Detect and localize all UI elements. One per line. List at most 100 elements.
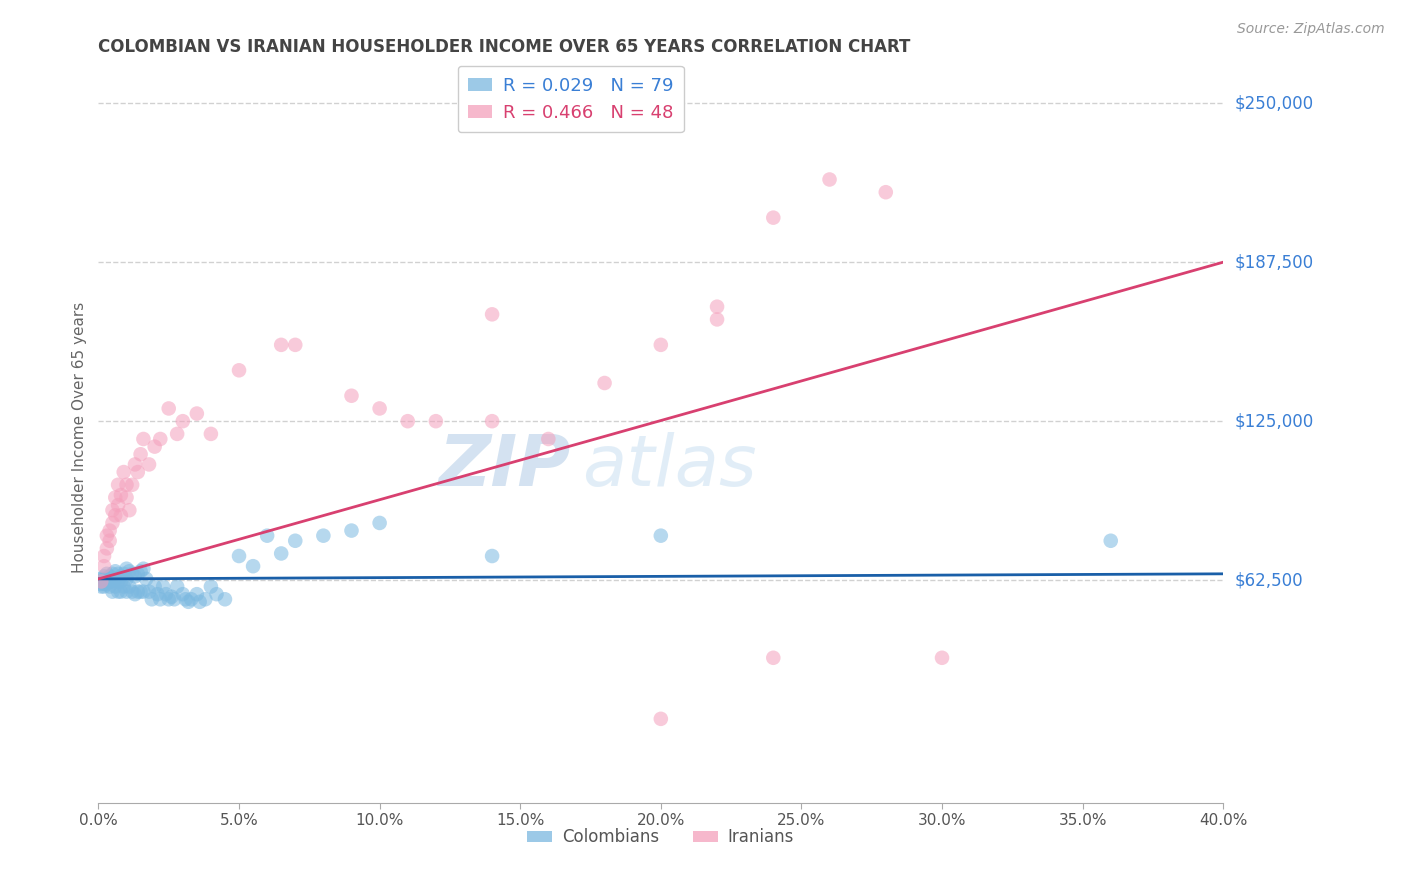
Point xyxy=(104,580,127,594)
Point xyxy=(481,307,503,321)
Legend: Colombians, Iranians: Colombians, Iranians xyxy=(520,822,801,853)
Point xyxy=(93,577,115,591)
Point xyxy=(115,562,138,576)
Point xyxy=(104,491,127,505)
Point xyxy=(481,549,503,563)
Point xyxy=(121,584,143,599)
Text: $125,000: $125,000 xyxy=(1234,412,1313,430)
Point xyxy=(93,569,115,583)
Point xyxy=(141,592,163,607)
Point xyxy=(152,580,174,594)
Point xyxy=(96,529,118,543)
Point xyxy=(101,516,124,530)
Point xyxy=(706,300,728,314)
Point xyxy=(200,426,222,441)
Point xyxy=(127,465,149,479)
Point xyxy=(110,488,132,502)
Point xyxy=(537,432,560,446)
Text: $250,000: $250,000 xyxy=(1234,95,1313,112)
Point xyxy=(112,580,135,594)
Point xyxy=(104,508,127,523)
Point xyxy=(115,572,138,586)
Point xyxy=(90,577,112,591)
Point xyxy=(129,584,152,599)
Point xyxy=(107,498,129,512)
Point xyxy=(593,376,616,390)
Point xyxy=(762,211,785,225)
Point xyxy=(174,592,197,607)
Point xyxy=(98,574,121,589)
Point xyxy=(115,491,138,505)
Point xyxy=(228,549,250,563)
Point xyxy=(160,590,183,604)
Point xyxy=(110,584,132,599)
Point xyxy=(112,566,135,581)
Point xyxy=(186,407,208,421)
Point xyxy=(96,577,118,591)
Point xyxy=(163,592,186,607)
Point xyxy=(98,569,121,583)
Point xyxy=(706,312,728,326)
Point xyxy=(101,572,124,586)
Point xyxy=(93,572,115,586)
Point xyxy=(118,564,141,578)
Point xyxy=(186,587,208,601)
Point xyxy=(90,572,112,586)
Point xyxy=(143,580,166,594)
Y-axis label: Householder Income Over 65 years: Householder Income Over 65 years xyxy=(72,301,87,573)
Point xyxy=(214,592,236,607)
Text: $187,500: $187,500 xyxy=(1234,253,1313,271)
Point xyxy=(200,580,222,594)
Point xyxy=(270,338,292,352)
Point xyxy=(875,185,897,199)
Point xyxy=(166,580,188,594)
Point xyxy=(138,584,160,599)
Point xyxy=(242,559,264,574)
Point xyxy=(1099,533,1122,548)
Point xyxy=(143,440,166,454)
Point xyxy=(110,569,132,583)
Point xyxy=(90,574,112,589)
Point xyxy=(90,580,112,594)
Point xyxy=(138,458,160,472)
Point xyxy=(157,401,180,416)
Point xyxy=(112,465,135,479)
Point xyxy=(172,414,194,428)
Point xyxy=(98,524,121,538)
Text: COLOMBIAN VS IRANIAN HOUSEHOLDER INCOME OVER 65 YEARS CORRELATION CHART: COLOMBIAN VS IRANIAN HOUSEHOLDER INCOME … xyxy=(98,38,911,56)
Point xyxy=(146,587,169,601)
Text: Source: ZipAtlas.com: Source: ZipAtlas.com xyxy=(1237,22,1385,37)
Point xyxy=(104,572,127,586)
Point xyxy=(107,566,129,581)
Point xyxy=(762,650,785,665)
Point xyxy=(121,477,143,491)
Text: ZIP: ZIP xyxy=(439,432,571,500)
Point xyxy=(180,592,202,607)
Point xyxy=(205,587,228,601)
Point xyxy=(96,572,118,586)
Point xyxy=(104,564,127,578)
Point xyxy=(118,503,141,517)
Point xyxy=(107,477,129,491)
Point xyxy=(96,566,118,581)
Point xyxy=(177,595,200,609)
Point xyxy=(96,541,118,556)
Text: atlas: atlas xyxy=(582,432,756,500)
Point xyxy=(650,529,672,543)
Point xyxy=(132,432,155,446)
Point xyxy=(107,584,129,599)
Point xyxy=(340,524,363,538)
Point xyxy=(98,580,121,594)
Point xyxy=(931,650,953,665)
Point xyxy=(101,574,124,589)
Point xyxy=(256,529,278,543)
Point xyxy=(818,172,841,186)
Point xyxy=(340,389,363,403)
Point xyxy=(110,574,132,589)
Point xyxy=(121,566,143,581)
Point xyxy=(93,549,115,563)
Point xyxy=(149,432,172,446)
Point xyxy=(129,564,152,578)
Point xyxy=(124,569,146,583)
Point xyxy=(166,426,188,441)
